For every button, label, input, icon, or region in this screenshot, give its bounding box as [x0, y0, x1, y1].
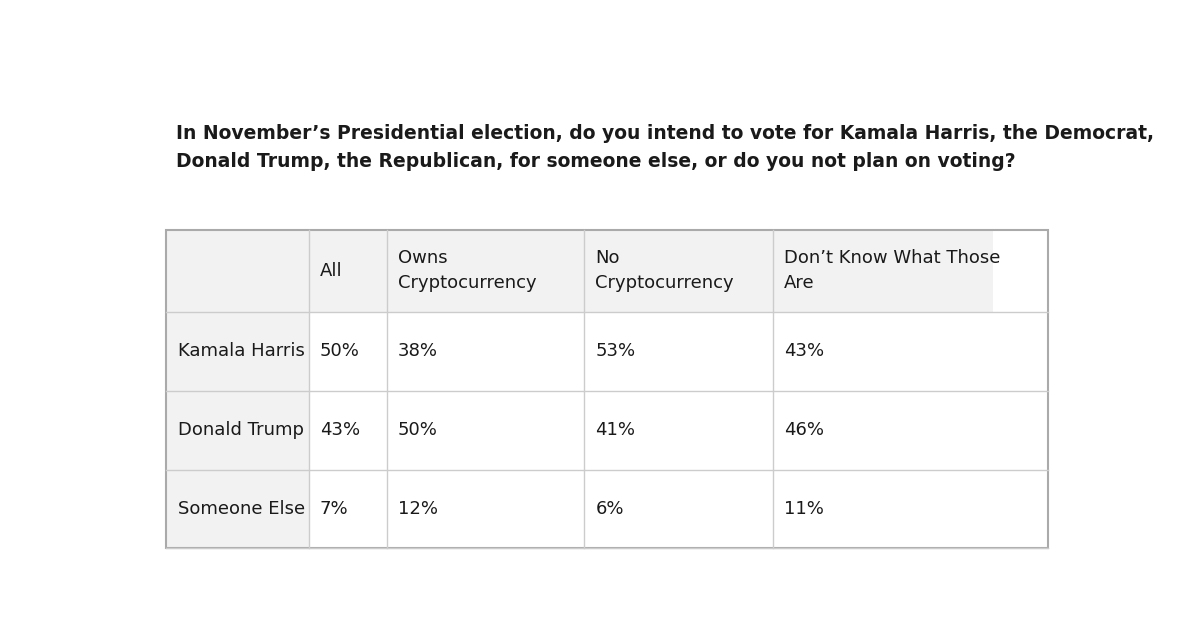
Bar [386, 229, 584, 312]
Bar [773, 391, 993, 470]
Text: 46%: 46% [783, 421, 824, 439]
Bar [309, 229, 386, 312]
Text: 43%: 43% [320, 421, 360, 439]
Bar [166, 229, 309, 312]
Bar [773, 312, 993, 391]
Text: 7%: 7% [320, 500, 348, 518]
Text: Donald Trump: Donald Trump [178, 421, 303, 439]
Bar [166, 229, 1048, 549]
Text: 53%: 53% [595, 342, 635, 361]
Text: Someone Else: Someone Else [178, 500, 305, 518]
Bar [166, 391, 309, 470]
Text: Kamala Harris: Kamala Harris [178, 342, 305, 361]
Bar [309, 312, 386, 391]
Text: 50%: 50% [398, 421, 437, 439]
Bar [386, 312, 584, 391]
Text: No
Cryptocurrency: No Cryptocurrency [595, 250, 734, 292]
Bar [166, 90, 1048, 206]
Text: All: All [320, 261, 342, 280]
Bar [773, 229, 993, 312]
Text: 12%: 12% [398, 500, 438, 518]
Text: Don’t Know What Those
Are: Don’t Know What Those Are [783, 250, 1000, 292]
Text: 6%: 6% [595, 500, 623, 518]
Bar [309, 470, 386, 549]
Bar [386, 470, 584, 549]
Bar [166, 470, 309, 549]
Bar [386, 391, 584, 470]
Bar [166, 312, 309, 391]
Text: 11%: 11% [783, 500, 824, 518]
Bar [773, 470, 993, 549]
Bar [584, 470, 773, 549]
Text: 43%: 43% [783, 342, 824, 361]
Text: In November’s Presidential election, do you intend to vote for Kamala Harris, th: In November’s Presidential election, do … [175, 124, 1154, 171]
Text: 38%: 38% [398, 342, 438, 361]
Text: Owns
Cryptocurrency: Owns Cryptocurrency [398, 250, 537, 292]
Bar [584, 312, 773, 391]
Bar [584, 391, 773, 470]
Text: 50%: 50% [320, 342, 360, 361]
Bar [584, 229, 773, 312]
Text: 41%: 41% [595, 421, 635, 439]
Bar [309, 391, 386, 470]
